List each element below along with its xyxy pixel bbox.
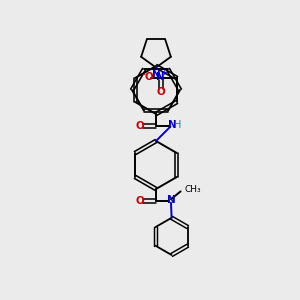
Text: N: N (167, 195, 176, 205)
Text: O: O (157, 87, 166, 98)
Text: CH₃: CH₃ (184, 185, 201, 194)
Text: N: N (168, 120, 177, 130)
Text: -: - (141, 69, 145, 80)
Text: O: O (144, 72, 153, 82)
Text: O: O (135, 196, 144, 206)
Text: H: H (174, 120, 181, 130)
Text: +: + (160, 68, 167, 77)
Text: O: O (135, 121, 144, 131)
Text: N: N (152, 70, 160, 80)
Text: N: N (156, 72, 164, 82)
